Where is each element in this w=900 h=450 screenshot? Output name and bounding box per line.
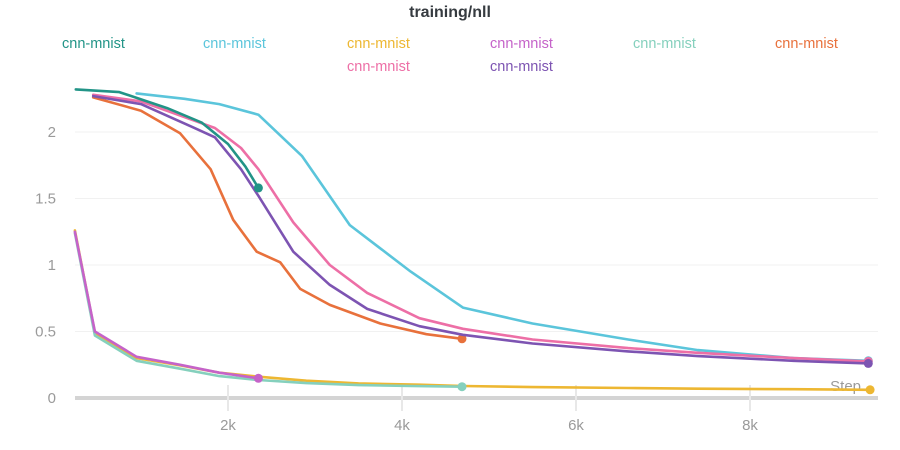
legend-item-run-8[interactable]: cnn-mnist <box>490 59 553 75</box>
series-endpoint-run-1[interactable] <box>253 183 263 193</box>
series-line-run-5[interactable] <box>73 231 464 389</box>
series-endpoint-run-4[interactable] <box>253 373 263 383</box>
series-line-run-2[interactable] <box>135 92 870 363</box>
x-tick-label: 4k <box>394 417 410 434</box>
chart-title: training/nll <box>409 4 491 21</box>
legend-item-run-6[interactable]: cnn-mnist <box>775 36 838 52</box>
series-endpoint-run-3[interactable] <box>865 385 875 395</box>
legend-item-run-5[interactable]: cnn-mnist <box>633 36 696 52</box>
x-tick-label: 2k <box>220 417 236 434</box>
series-line-run-6[interactable] <box>91 96 464 341</box>
series-endpoint-run-8[interactable] <box>863 358 873 368</box>
y-tick-label: 2 <box>48 124 56 141</box>
y-tick-label: 1.5 <box>35 191 56 208</box>
x-tick-label: 6k <box>568 417 584 434</box>
y-tick-label: 1 <box>48 257 56 274</box>
series-line-run-4[interactable] <box>73 230 260 380</box>
legend-item-run-1[interactable]: cnn-mnist <box>62 36 125 52</box>
legend-item-run-7[interactable]: cnn-mnist <box>347 59 410 75</box>
series-endpoint-run-5[interactable] <box>457 382 467 392</box>
x-tick-label: 8k <box>742 417 758 434</box>
legend-item-run-4[interactable]: cnn-mnist <box>490 36 553 52</box>
x-axis-title: Step <box>830 378 861 395</box>
y-tick-label: 0.5 <box>35 324 56 341</box>
series-line-run-1[interactable] <box>74 88 260 190</box>
series-line-run-8[interactable] <box>91 94 870 365</box>
legend-item-run-2[interactable]: cnn-mnist <box>203 36 266 52</box>
y-tick-label: 0 <box>48 390 56 407</box>
legend-item-run-3[interactable]: cnn-mnist <box>347 36 410 52</box>
series-endpoint-run-6[interactable] <box>457 334 467 344</box>
